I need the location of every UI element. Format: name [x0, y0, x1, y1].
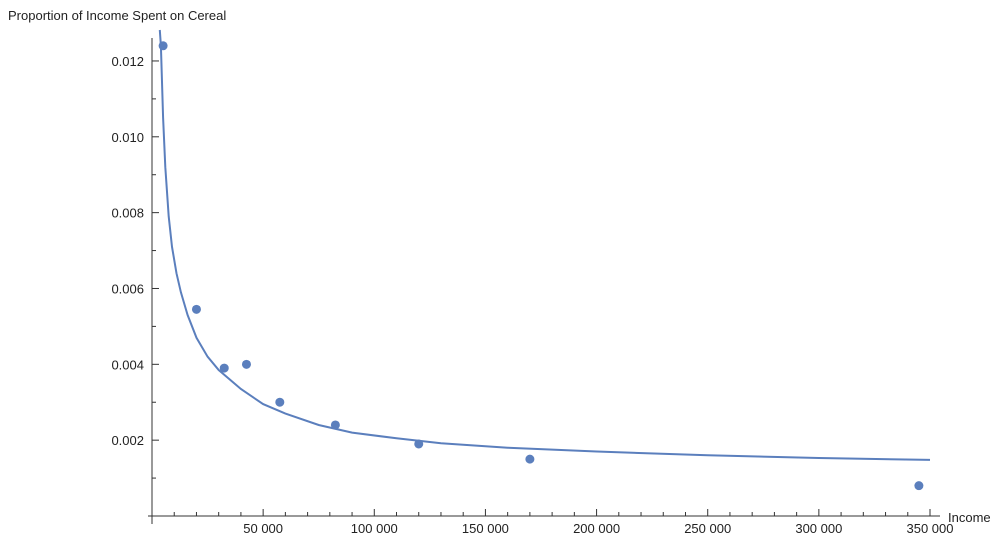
- y-tick-label: 0.010: [111, 130, 144, 145]
- data-point: [414, 439, 424, 449]
- data-point: [330, 420, 340, 430]
- y-ticks: 0.002 0.004 0.006 0.008 0.010 0.012: [111, 54, 159, 479]
- y-tick-label: 0.004: [111, 357, 144, 372]
- x-tick-label: 250 000: [684, 521, 731, 536]
- data-point: [158, 41, 168, 51]
- y-tick-label: 0.006: [111, 281, 144, 296]
- y-tick-label: 0.012: [111, 54, 144, 69]
- x-tick-label: 150 000: [462, 521, 509, 536]
- y-axis-title: Proportion of Income Spent on Cereal: [8, 8, 226, 23]
- x-tick-label: 200 000: [573, 521, 620, 536]
- data-point: [191, 304, 201, 314]
- fit-curve: [158, 29, 931, 461]
- x-axis-title: Income: [948, 510, 991, 525]
- x-tick-label: 50 000: [243, 521, 283, 536]
- y-tick-label: 0.008: [111, 206, 144, 221]
- data-point: [914, 481, 924, 491]
- data-point: [241, 359, 251, 369]
- x-tick-label: 350 000: [907, 521, 954, 536]
- x-tick-label: 300 000: [795, 521, 842, 536]
- data-point: [275, 397, 285, 407]
- data-points: [158, 41, 924, 491]
- x-tick-label: 100 000: [351, 521, 398, 536]
- y-tick-label: 0.002: [111, 433, 144, 448]
- data-point: [525, 454, 535, 464]
- x-ticks: 50 000 100 000 150 000 200 000 250 000 300 00…: [173, 509, 954, 536]
- data-point: [219, 363, 229, 373]
